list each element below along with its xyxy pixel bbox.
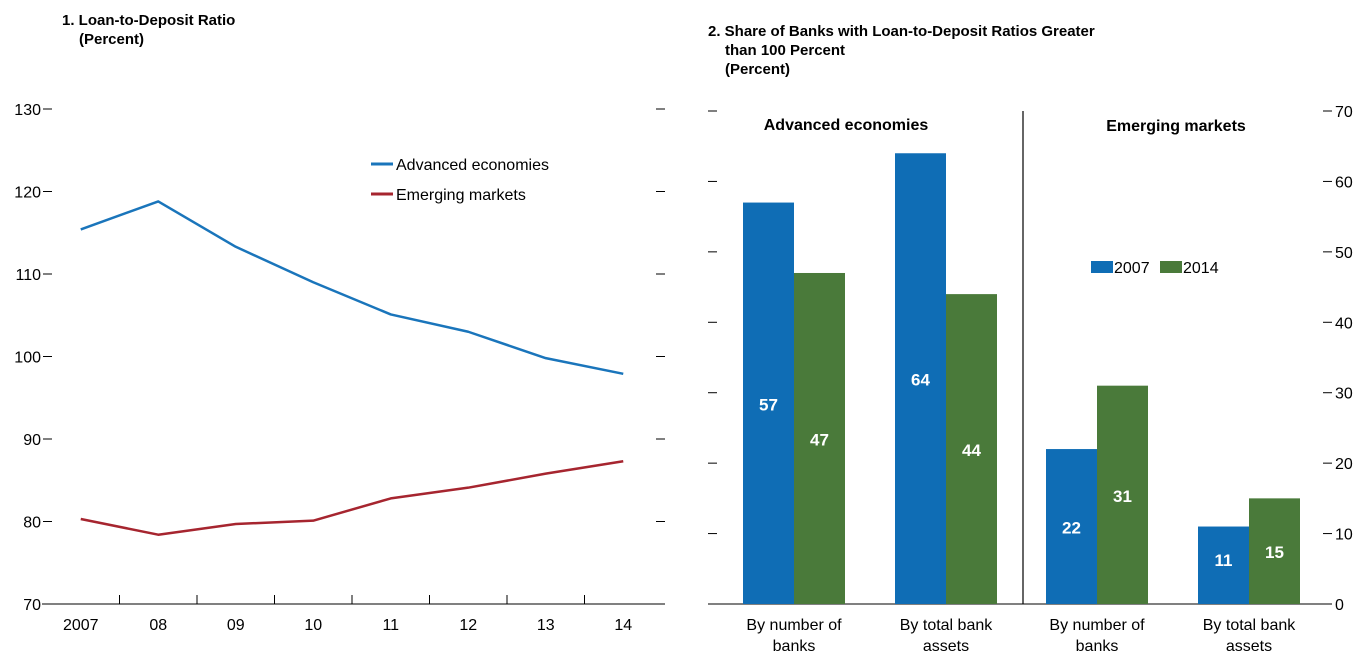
y-tick-label: 0 bbox=[1335, 597, 1344, 614]
x-tick-label: 08 bbox=[149, 617, 167, 634]
legend-label: Emerging markets bbox=[396, 187, 526, 204]
legend-swatch bbox=[1160, 261, 1182, 273]
bar-2014-4 bbox=[1249, 498, 1300, 604]
data-label: 57 bbox=[759, 395, 778, 414]
x-category-label: assets bbox=[1226, 638, 1272, 655]
data-label: 11 bbox=[1215, 551, 1233, 570]
legend-label: Advanced economies bbox=[396, 157, 549, 174]
y-tick-label: 20 bbox=[1335, 456, 1353, 473]
legend-swatch bbox=[1091, 261, 1113, 273]
panel2-title-line2: than 100 Percent bbox=[725, 42, 846, 59]
panel2-title-line1: 2. Share of Banks with Loan-to-Deposit R… bbox=[708, 23, 1095, 40]
y-tick-label: 30 bbox=[1335, 386, 1353, 403]
data-label: 31 bbox=[1113, 487, 1132, 506]
x-category-label: By number of bbox=[1049, 617, 1145, 634]
x-category-label: By number of bbox=[746, 617, 842, 634]
group-label-advanced: Advanced economies bbox=[764, 117, 929, 134]
x-category-label: assets bbox=[923, 638, 969, 655]
x-tick-label: 11 bbox=[382, 617, 399, 634]
y-tick-label: 130 bbox=[14, 102, 41, 119]
y-tick-label: 100 bbox=[14, 350, 41, 367]
x-tick-label: 2007 bbox=[63, 617, 99, 634]
x-category-label: banks bbox=[773, 638, 816, 655]
bar-2014-1 bbox=[794, 272, 845, 604]
legend-label: 2014 bbox=[1183, 260, 1219, 277]
x-category-label: By total bank bbox=[900, 617, 994, 634]
bar-2007-3 bbox=[1046, 449, 1097, 604]
line-chart-loan-to-deposit: 70 80 90 100 110 120 130 2007 08 09 10 11 12 13 14 Adva… bbox=[14, 102, 665, 634]
panel1-title-unit: (Percent) bbox=[79, 31, 145, 48]
data-label: 44 bbox=[962, 441, 981, 460]
data-label: 15 bbox=[1265, 543, 1284, 562]
x-tick-label: 09 bbox=[227, 617, 245, 634]
y-tick-label: 70 bbox=[23, 597, 41, 614]
bar-2007-4 bbox=[1198, 526, 1249, 604]
y-tick-label: 120 bbox=[14, 185, 41, 202]
y-tick-label: 60 bbox=[1335, 174, 1353, 191]
data-label: 64 bbox=[911, 371, 930, 390]
legend-label: 2007 bbox=[1114, 260, 1150, 277]
bar-2007-1 bbox=[743, 202, 794, 605]
series-line-advanced-economies bbox=[80, 200, 624, 376]
data-label: 47 bbox=[810, 430, 829, 449]
y-tick-label: 110 bbox=[15, 267, 41, 284]
panel2-title-unit: (Percent) bbox=[725, 61, 791, 78]
y-tick-label: 40 bbox=[1335, 315, 1353, 332]
bar-2014-3 bbox=[1097, 385, 1148, 604]
bar-2007-2 bbox=[895, 153, 946, 604]
y-tick-label: 90 bbox=[23, 432, 41, 449]
x-tick-label: 14 bbox=[614, 617, 632, 634]
panel1-title: 1. Loan-to-Deposit Ratio (Percent) bbox=[62, 11, 235, 49]
group-label-emerging: Emerging markets bbox=[1106, 118, 1246, 135]
data-label: 22 bbox=[1062, 519, 1081, 538]
x-tick-label: 12 bbox=[459, 617, 477, 634]
x-tick-label: 13 bbox=[537, 617, 555, 634]
y-tick-label: 10 bbox=[1335, 527, 1353, 544]
y-tick-label: 80 bbox=[23, 515, 41, 532]
panel2-title: 2. Share of Banks with Loan-to-Deposit R… bbox=[708, 22, 1095, 79]
series-line-emerging-markets bbox=[80, 460, 624, 536]
x-category-label: banks bbox=[1076, 638, 1119, 655]
y-tick-label: 50 bbox=[1335, 245, 1353, 262]
panel1-title-line1: 1. Loan-to-Deposit Ratio bbox=[62, 12, 236, 29]
x-tick-label: 10 bbox=[304, 617, 322, 634]
y-tick-label: 70 bbox=[1335, 104, 1353, 121]
bar-2014-2 bbox=[946, 294, 997, 604]
x-category-label: By total bank bbox=[1203, 617, 1297, 634]
